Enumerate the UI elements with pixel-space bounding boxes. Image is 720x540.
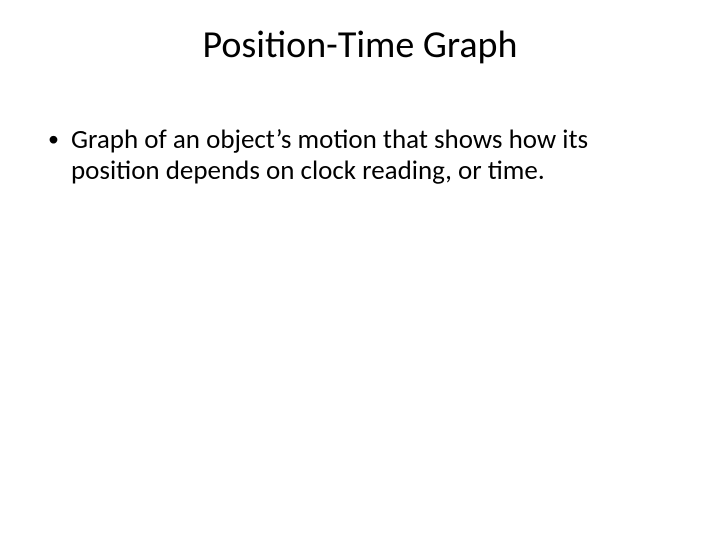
slide: Position-Time Graph • Graph of an object… bbox=[0, 0, 720, 540]
bullet-text: Graph of an object’s motion that shows h… bbox=[71, 124, 672, 186]
bullet-item: • Graph of an object’s motion that shows… bbox=[48, 124, 672, 186]
slide-title: Position-Time Graph bbox=[0, 22, 720, 68]
slide-body: • Graph of an object’s motion that shows… bbox=[48, 124, 672, 186]
bullet-marker-icon: • bbox=[48, 126, 59, 151]
